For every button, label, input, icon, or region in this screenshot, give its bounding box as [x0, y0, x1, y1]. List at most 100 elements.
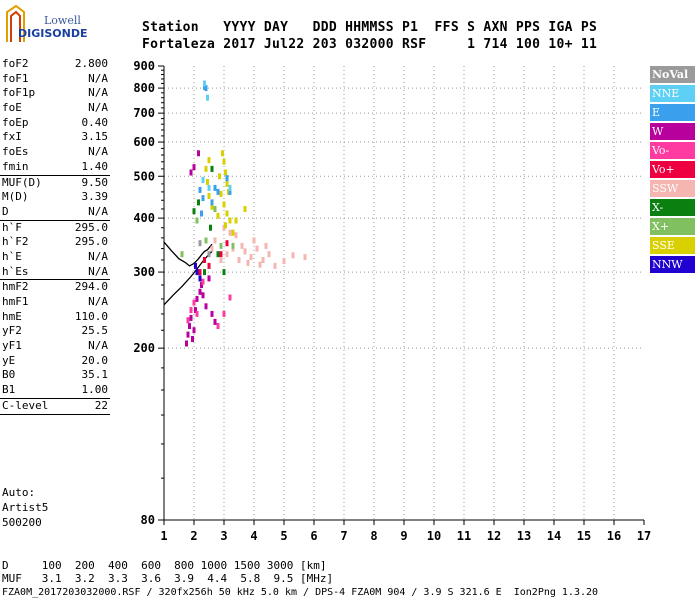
footer-distance: D 100 200 400 600 800 1000 1500 3000 [km…: [2, 559, 327, 572]
legend-item-x-minus: X-: [650, 199, 695, 216]
y-tick-label: 800: [133, 81, 155, 95]
point-sse: [221, 150, 224, 157]
point-sse: [224, 169, 227, 176]
y-tick-label: 600: [133, 135, 155, 149]
point-x+: [231, 242, 235, 249]
auto-artist: Artist5: [2, 501, 49, 514]
param-row: foF2 2.800: [2, 57, 108, 70]
point-ssw: [240, 242, 244, 249]
point-sse: [216, 212, 220, 219]
param-row: foEs N/A: [2, 145, 108, 159]
point-x+: [213, 206, 217, 212]
y-tick-label: 400: [133, 211, 155, 225]
point-x+: [180, 251, 184, 258]
x-tick-label: 1: [160, 529, 167, 543]
legend-item-ssw: SSW: [650, 180, 695, 197]
point-w: [195, 295, 199, 302]
point-x-: [209, 224, 212, 231]
point-sse: [207, 157, 211, 164]
point-w: [191, 336, 194, 342]
param-row: foF1p N/A: [2, 86, 108, 100]
footer-muf: MUF 3.1 3.2 3.3 3.6 3.9 4.4 5.8 9.5 [MHz…: [2, 572, 334, 585]
x-tick-label: 13: [517, 529, 531, 543]
point-x+: [219, 242, 223, 249]
y-tick-label: 300: [133, 265, 155, 279]
param-row: yF1 N/A: [2, 339, 108, 353]
point-x-: [192, 208, 196, 215]
point-w: [197, 150, 200, 157]
point-e: [200, 210, 203, 217]
point-nne: [206, 94, 209, 101]
point-w: [198, 288, 202, 295]
point-x-: [210, 165, 214, 172]
y-tick-label: 200: [133, 341, 155, 355]
x-tick-label: 10: [427, 529, 441, 543]
legend-item-sse: SSE: [650, 237, 695, 254]
point-w: [194, 307, 197, 314]
param-row: foF1 N/A: [2, 71, 108, 85]
point-vo+: [203, 257, 206, 263]
point-vo+: [219, 251, 223, 258]
legend: NoVal NNE E W Vo- Vo+ SSW X- X+ SSE NNW: [650, 66, 695, 275]
point-ssw: [228, 229, 232, 236]
point-sse: [228, 217, 232, 224]
point-vo-: [216, 323, 220, 329]
logo-digisonde: DIGISONDE: [18, 27, 88, 40]
point-nnw: [195, 269, 199, 276]
point-x-: [216, 251, 220, 258]
point-sse: [243, 206, 247, 212]
point-ssw: [303, 254, 307, 261]
point-nnw: [198, 275, 202, 282]
y-tick-label: 900: [133, 59, 155, 73]
digisonde-logo: Lowell DIGISONDE: [4, 4, 124, 44]
x-tick-label: 6: [310, 529, 317, 543]
point-vo-: [186, 317, 190, 324]
point-ssw: [273, 262, 277, 269]
point-sse: [206, 179, 209, 185]
point-sse: [234, 217, 238, 224]
point-w: [210, 310, 214, 317]
point-vo-: [192, 299, 196, 306]
point-ssw: [243, 248, 247, 255]
point-ssw: [213, 237, 217, 244]
param-row: yF2 25.5: [2, 324, 108, 338]
x-tick-label: 15: [577, 529, 591, 543]
point-x+: [195, 217, 199, 224]
point-ssw: [261, 257, 265, 263]
x-tick-label: 9: [400, 529, 407, 543]
point-vo+: [198, 269, 202, 276]
x-tick-label: 5: [280, 529, 287, 543]
point-sse: [218, 173, 221, 180]
point-ssw: [249, 254, 253, 261]
point-ssw: [255, 245, 259, 252]
point-ssw: [258, 261, 262, 268]
legend-item-w: W: [650, 123, 695, 140]
point-w: [189, 314, 193, 321]
point-e: [210, 199, 214, 206]
param-row: yE 20.0: [2, 353, 108, 367]
legend-item-nnw: NNW: [650, 256, 695, 273]
param-row: foE N/A: [2, 101, 108, 115]
param-row: D N/A: [0, 205, 110, 221]
point-noval: [198, 240, 202, 247]
auto-label: Auto:: [2, 486, 36, 499]
param-row: B0 35.1: [2, 368, 108, 382]
footer-fileinfo: FZA0M_2017203032000.RSF / 320fx256h 50 k…: [2, 587, 599, 598]
x-tick-label: 2: [190, 529, 197, 543]
point-nne: [228, 184, 232, 191]
point-w: [186, 331, 190, 338]
x-tick-label: 16: [607, 529, 621, 543]
point-vo+: [207, 262, 211, 269]
point-vo-: [228, 294, 232, 301]
point-x-: [222, 269, 226, 276]
x-tick-label: 14: [547, 529, 561, 543]
param-row: h`Es N/A: [0, 265, 110, 281]
y-tick-label: 700: [133, 106, 155, 120]
point-nne: [207, 184, 211, 191]
point-e: [213, 184, 217, 191]
point-noval: [207, 251, 211, 258]
parameter-list: foF2 2.800 foF1 N/A foF1p N/A foE N/A foEp 0.…: [0, 57, 110, 415]
point-ssw: [291, 252, 295, 259]
x-tick-label: 17: [637, 529, 651, 543]
point-w: [185, 340, 188, 347]
